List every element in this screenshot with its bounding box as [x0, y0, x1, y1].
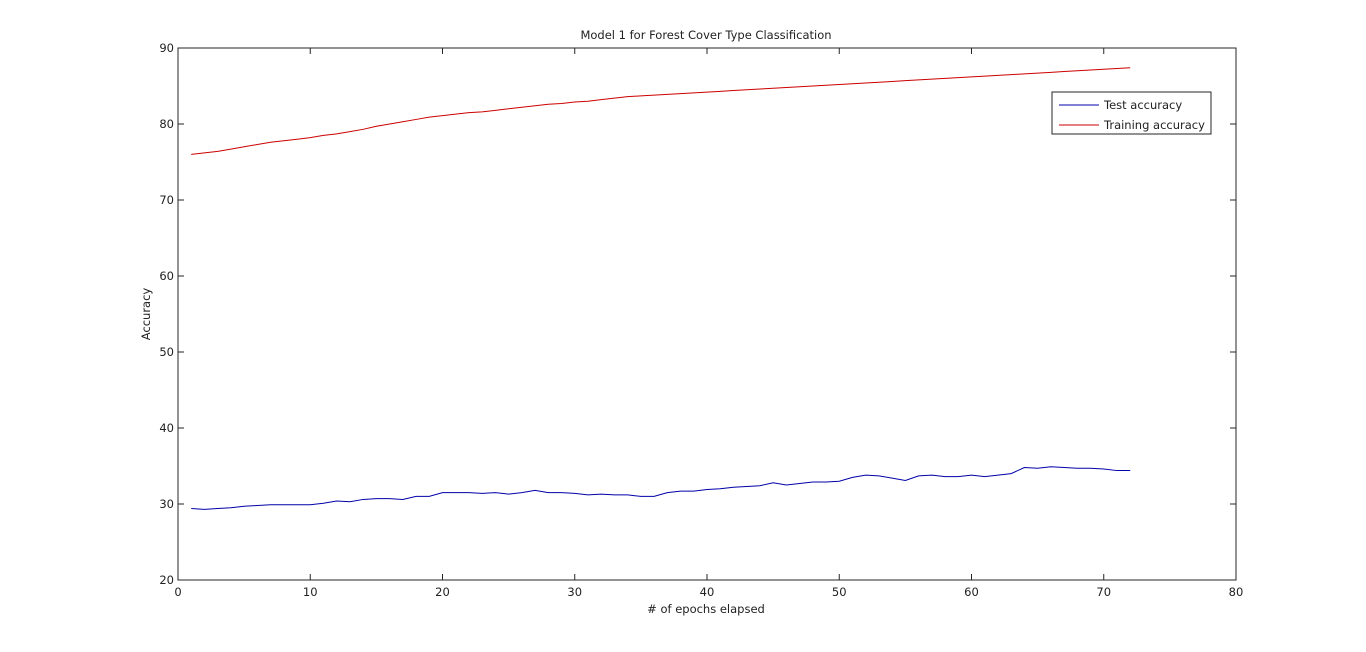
y-tick-label: 80	[159, 117, 174, 131]
x-tick-label: 70	[1096, 585, 1111, 599]
x-tick-label: 40	[700, 585, 715, 599]
series-line-training-accuracy	[191, 67, 1131, 155]
y-tick-label: 90	[159, 41, 174, 55]
y-tick-label: 50	[159, 345, 174, 359]
legend-label: Test accuracy	[1103, 98, 1182, 112]
y-tick-label: 30	[159, 497, 174, 511]
x-axis-label: # of epochs elapsed	[647, 602, 765, 616]
x-tick-label: 10	[303, 585, 318, 599]
y-axis-label: Accuracy	[139, 288, 153, 341]
x-tick-label: 60	[964, 585, 979, 599]
x-tick-label: 0	[174, 585, 181, 599]
y-tick-label: 20	[159, 573, 174, 587]
legend-label: Training accuracy	[1103, 118, 1205, 132]
legend-box	[1051, 91, 1212, 135]
x-tick-label: 30	[567, 585, 582, 599]
chart-title: Model 1 for Forest Cover Type Classifica…	[580, 28, 831, 42]
x-tick-label: 80	[1229, 585, 1244, 599]
y-tick-label: 60	[159, 269, 174, 283]
series-line-test-accuracy	[191, 466, 1131, 510]
series-layer	[191, 67, 1131, 510]
y-tick-label: 70	[159, 193, 174, 207]
x-axis: 0 10 20 30 40 50 60 70 80	[174, 48, 1243, 599]
y-axis: 20 30 40 50 60 70 80 90	[159, 41, 1236, 587]
x-tick-label: 50	[832, 585, 847, 599]
x-tick-label: 20	[435, 585, 450, 599]
y-tick-label: 40	[159, 421, 174, 435]
legend: Test accuracy Training accuracy	[1051, 91, 1212, 135]
